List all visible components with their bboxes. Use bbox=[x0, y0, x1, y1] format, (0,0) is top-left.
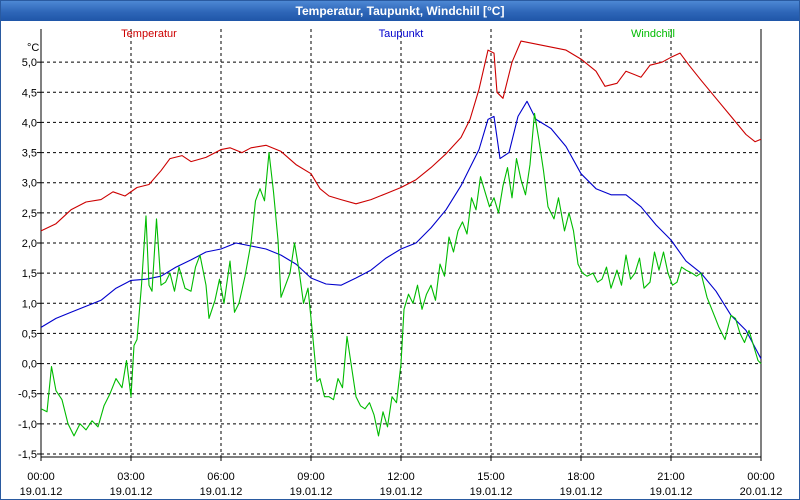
x-tick-date: 19.01.12 bbox=[200, 486, 243, 498]
x-tick-date: 19.01.12 bbox=[380, 486, 423, 498]
y-tick-label: 4,5 bbox=[22, 87, 37, 99]
x-tick-time: 18:00 bbox=[567, 471, 595, 483]
y-tick-label: 2,5 bbox=[22, 208, 37, 220]
y-tick-label: 0,5 bbox=[22, 328, 37, 340]
x-tick-time: 06:00 bbox=[207, 471, 235, 483]
chart-svg: °C -1,5 -1,0 -0,5 0,0 0,5 1,0 1,5 2,0 2,5 3,0 3,5 4… bbox=[18, 28, 783, 498]
legend-taupunkt: Taupunkt bbox=[379, 28, 424, 40]
x-tick-date: 20.01.12 bbox=[740, 486, 783, 498]
legend-temperatur: Temperatur bbox=[121, 28, 177, 40]
x-tick-date: 19.01.12 bbox=[110, 486, 153, 498]
y-tick-label: 4,0 bbox=[22, 117, 37, 129]
x-tick-date: 19.01.12 bbox=[650, 486, 693, 498]
x-tick-time: 09:00 bbox=[297, 471, 325, 483]
y-axis-label: °C bbox=[27, 42, 39, 54]
series-line-temperatur bbox=[40, 40, 762, 232]
window-title: Temperatur, Taupunkt, Windchill [°C] bbox=[1, 1, 799, 21]
y-axis-ticks: -1,5 -1,0 -0,5 0,0 0,5 1,0 1,5 2,0 2,5 3,0 3,5 4,0 4… bbox=[18, 57, 41, 461]
x-axis-ticks: 00:00 19.01.12 03:00 19.01.12 06:00 19.01.12 0… bbox=[20, 457, 783, 498]
y-tick-label: 1,5 bbox=[22, 268, 37, 280]
y-tick-label: 0,0 bbox=[22, 359, 37, 371]
y-tick-label: -1,0 bbox=[18, 419, 37, 431]
y-tick-label: 3,0 bbox=[22, 178, 37, 190]
x-tick-date: 19.01.12 bbox=[290, 486, 333, 498]
series-line-windchill bbox=[40, 112, 762, 437]
x-tick-date: 19.01.12 bbox=[470, 486, 513, 498]
y-tick-label: 2,0 bbox=[22, 238, 37, 250]
y-tick-label: 3,5 bbox=[22, 148, 37, 160]
y-tick-label: 5,0 bbox=[22, 57, 37, 69]
series-lines bbox=[40, 40, 762, 437]
legend-windchill: Windchill bbox=[631, 28, 675, 40]
y-tick-label: 1,0 bbox=[22, 298, 37, 310]
x-tick-time: 15:00 bbox=[477, 471, 505, 483]
x-tick-time: 21:00 bbox=[657, 471, 685, 483]
y-tick-label: -0,5 bbox=[18, 389, 37, 401]
x-tick-date: 19.01.12 bbox=[20, 486, 63, 498]
y-tick-label: -1,5 bbox=[18, 449, 37, 461]
x-tick-time: 00:00 bbox=[27, 471, 55, 483]
x-tick-time: 12:00 bbox=[387, 471, 415, 483]
x-tick-date: 19.01.12 bbox=[560, 486, 603, 498]
x-tick-time: 03:00 bbox=[117, 471, 145, 483]
grid bbox=[41, 29, 761, 457]
x-tick-time: 00:00 bbox=[747, 471, 775, 483]
legend: Temperatur Taupunkt Windchill bbox=[121, 28, 675, 40]
series-line-taupunkt bbox=[40, 100, 762, 359]
